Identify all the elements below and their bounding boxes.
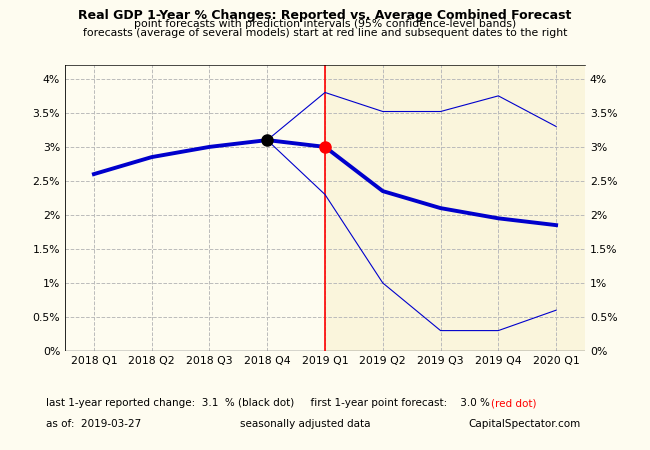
Text: (red dot): (red dot) [491, 398, 536, 408]
Text: CapitalSpectator.com: CapitalSpectator.com [468, 419, 580, 429]
Text: forecasts (average of several models) start at red line and subsequent dates to : forecasts (average of several models) st… [83, 28, 567, 38]
Text: last 1-year reported change:  3.1  % (black dot)     first 1-year point forecast: last 1-year reported change: 3.1 % (blac… [46, 398, 489, 408]
Text: Real GDP 1-Year % Changes: Reported vs. Average Combined Forecast: Real GDP 1-Year % Changes: Reported vs. … [78, 9, 572, 22]
Text: as of:  2019-03-27: as of: 2019-03-27 [46, 419, 141, 429]
Text: seasonally adjusted data: seasonally adjusted data [240, 419, 371, 429]
Text: point forecasts with prediction intervals (95% confidence-level bands): point forecasts with prediction interval… [134, 19, 516, 29]
Bar [325, 65, 585, 351]
